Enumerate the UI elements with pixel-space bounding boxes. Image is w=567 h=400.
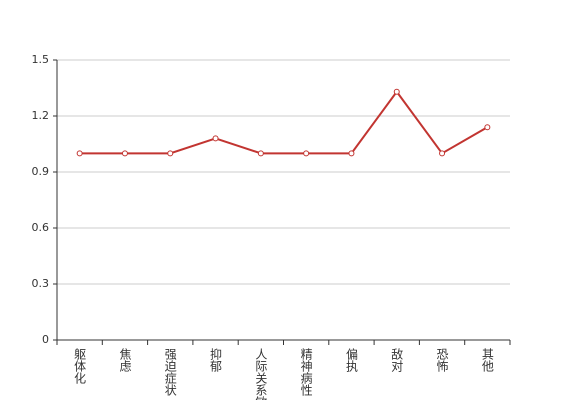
line	[79, 90, 488, 155]
point	[439, 150, 446, 157]
x-tick-label: 恐怖	[435, 348, 449, 372]
point	[303, 150, 310, 157]
point	[348, 150, 355, 157]
x-tick-label: 人际关系敏感	[254, 348, 268, 400]
point	[484, 124, 491, 131]
y-tick-label: 0.6	[32, 221, 50, 234]
x-tick-label: 敌对	[390, 347, 404, 372]
point	[167, 150, 174, 157]
x-tick-label: 偏执	[344, 347, 358, 373]
x-tick-label: 躯体化	[73, 347, 87, 385]
x-tick-label: 强迫症状	[163, 348, 177, 396]
point	[76, 150, 83, 157]
y-tick-label: 1.5	[32, 53, 50, 66]
y-tick-label: 0	[42, 333, 49, 346]
x-tick-label: 焦虑	[118, 348, 132, 372]
point	[393, 88, 400, 95]
y-tick-label: 1.2	[32, 109, 50, 122]
x-tick-label: 抑郁	[209, 347, 223, 373]
x-tick-label: 其他	[480, 348, 494, 372]
point	[121, 150, 128, 157]
x-tick-label: 精神病性	[299, 348, 313, 397]
y-tick-label: 0.9	[32, 165, 50, 178]
point	[212, 135, 219, 142]
y-tick-label: 0.3	[32, 277, 50, 290]
point	[257, 150, 264, 157]
